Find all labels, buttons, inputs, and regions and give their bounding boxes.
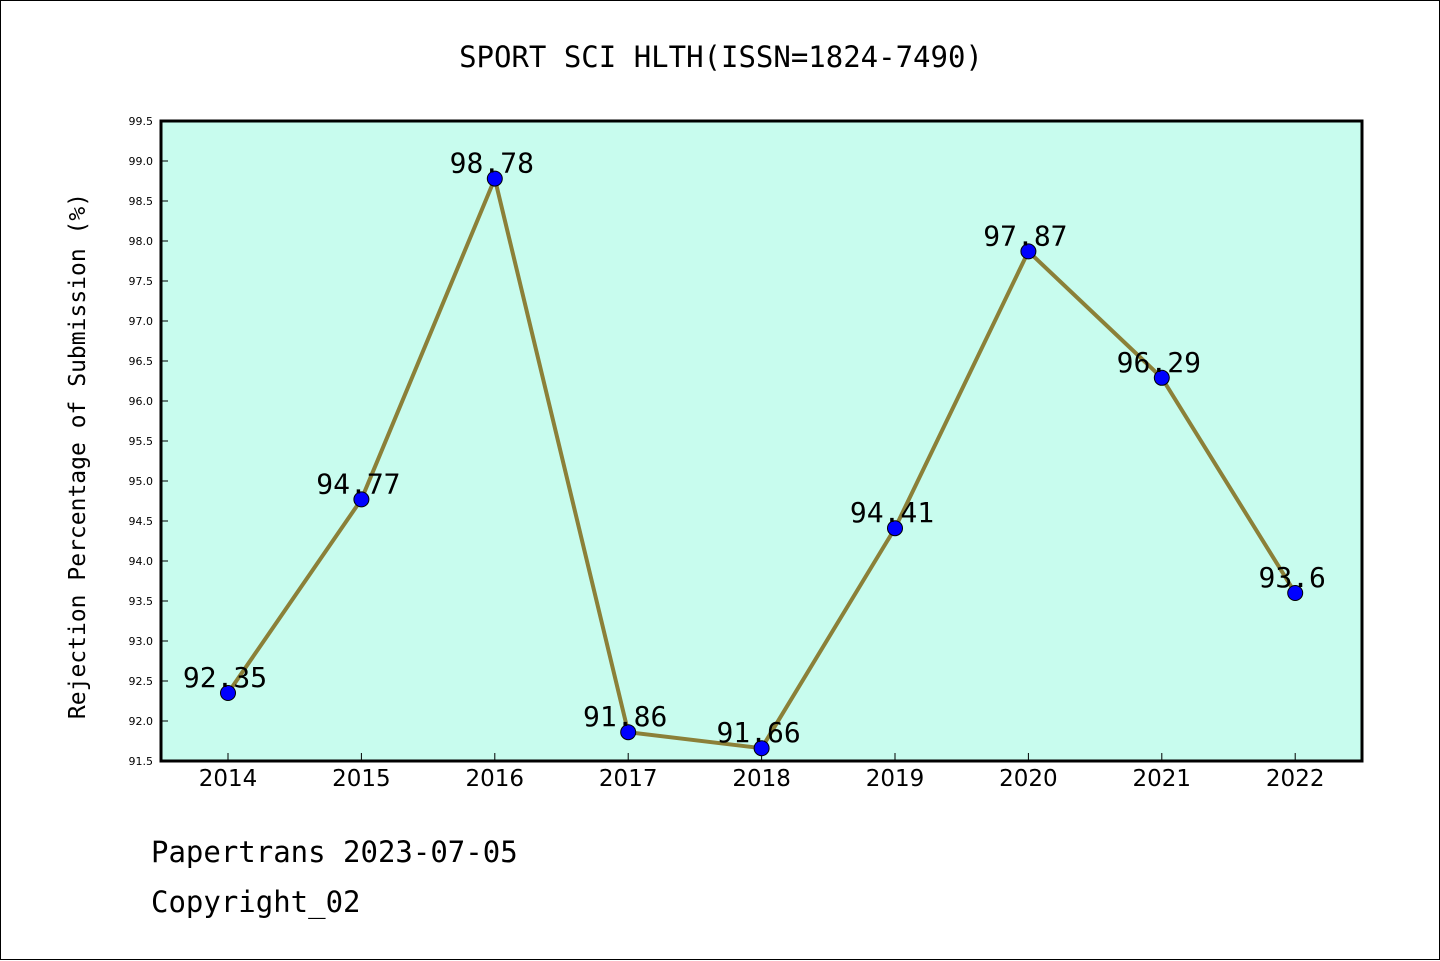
y-axis: 91.5 92.0 92.5 93.0 93.5 94.0 94.5 95.0 95.5 96.0… xyxy=(129,115,168,768)
y-tick-label: 98.0 xyxy=(129,235,154,248)
y-tick-label: 91.5 xyxy=(129,755,154,768)
y-tick-label: 96.5 xyxy=(129,355,154,368)
data-label: 92.35 xyxy=(183,661,267,694)
data-label: 97.87 xyxy=(983,219,1067,252)
x-tick-label: 2022 xyxy=(1266,766,1325,792)
data-point xyxy=(753,740,770,757)
data-point xyxy=(1020,243,1037,260)
y-tick-label: 98.5 xyxy=(129,195,154,208)
x-tick-label: 2021 xyxy=(1133,766,1192,792)
x-tick-label: 2016 xyxy=(466,766,525,792)
footer-date: Papertrans 2023-07-05 xyxy=(151,835,518,869)
data-point xyxy=(486,170,503,187)
x-axis: 2014 2015 2016 2017 2018 2019 2020 2021 2022 xyxy=(199,753,1325,792)
x-tick-label: 2018 xyxy=(732,766,791,792)
y-tick-label: 94.0 xyxy=(129,555,154,568)
data-point xyxy=(620,724,637,741)
data-label: 96.29 xyxy=(1117,346,1201,379)
data-label: 94.77 xyxy=(316,467,400,500)
data-label: 91.66 xyxy=(716,716,800,749)
y-tick-label: 95.5 xyxy=(129,435,154,448)
data-point xyxy=(887,520,903,537)
y-tick-label: 99.0 xyxy=(129,155,154,168)
y-tick-label: 94.5 xyxy=(129,515,154,528)
footer-copyright: Copyright_02 xyxy=(151,885,361,919)
data-label: 98.78 xyxy=(450,147,534,180)
y-tick-label: 97.0 xyxy=(129,315,154,328)
data-label: 94.41 xyxy=(850,496,934,529)
data-label: 93.6 xyxy=(1258,561,1325,594)
x-tick-label: 2015 xyxy=(332,766,391,792)
data-point xyxy=(353,491,370,508)
y-tick-label: 99.5 xyxy=(129,115,154,128)
y-tick-label: 93.0 xyxy=(129,635,154,648)
x-tick-label: 2019 xyxy=(866,766,925,792)
x-tick-label: 2020 xyxy=(999,766,1058,792)
y-tick-label: 96.0 xyxy=(129,395,154,408)
data-point xyxy=(220,685,236,701)
x-tick-label: 2014 xyxy=(199,766,258,792)
data-point xyxy=(1153,369,1170,386)
x-tick-label: 2017 xyxy=(599,766,658,792)
chart-title: SPORT SCI HLTH(ISSN=1824-7490) xyxy=(459,40,983,74)
data-label-layer: 92.35 94.77 98.78 91.86 91.66 94.41 97.87 96.29… xyxy=(183,147,1326,750)
y-axis-label: Rejection Percentage of Submission (%) xyxy=(65,193,91,719)
y-tick-label: 92.5 xyxy=(129,675,154,688)
y-tick-label: 97.5 xyxy=(129,275,154,288)
series-layer xyxy=(220,170,1304,757)
data-point xyxy=(1287,585,1304,601)
y-tick-label: 95.0 xyxy=(129,475,154,488)
y-tick-label: 93.5 xyxy=(129,595,154,608)
data-label: 91.86 xyxy=(583,700,667,733)
plot-area xyxy=(159,119,1364,763)
y-tick-label: 92.0 xyxy=(129,715,154,728)
